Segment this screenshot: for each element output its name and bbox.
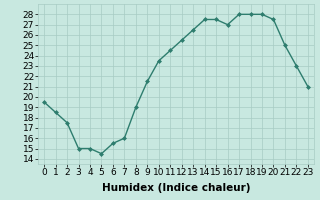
X-axis label: Humidex (Indice chaleur): Humidex (Indice chaleur) (102, 183, 250, 193)
